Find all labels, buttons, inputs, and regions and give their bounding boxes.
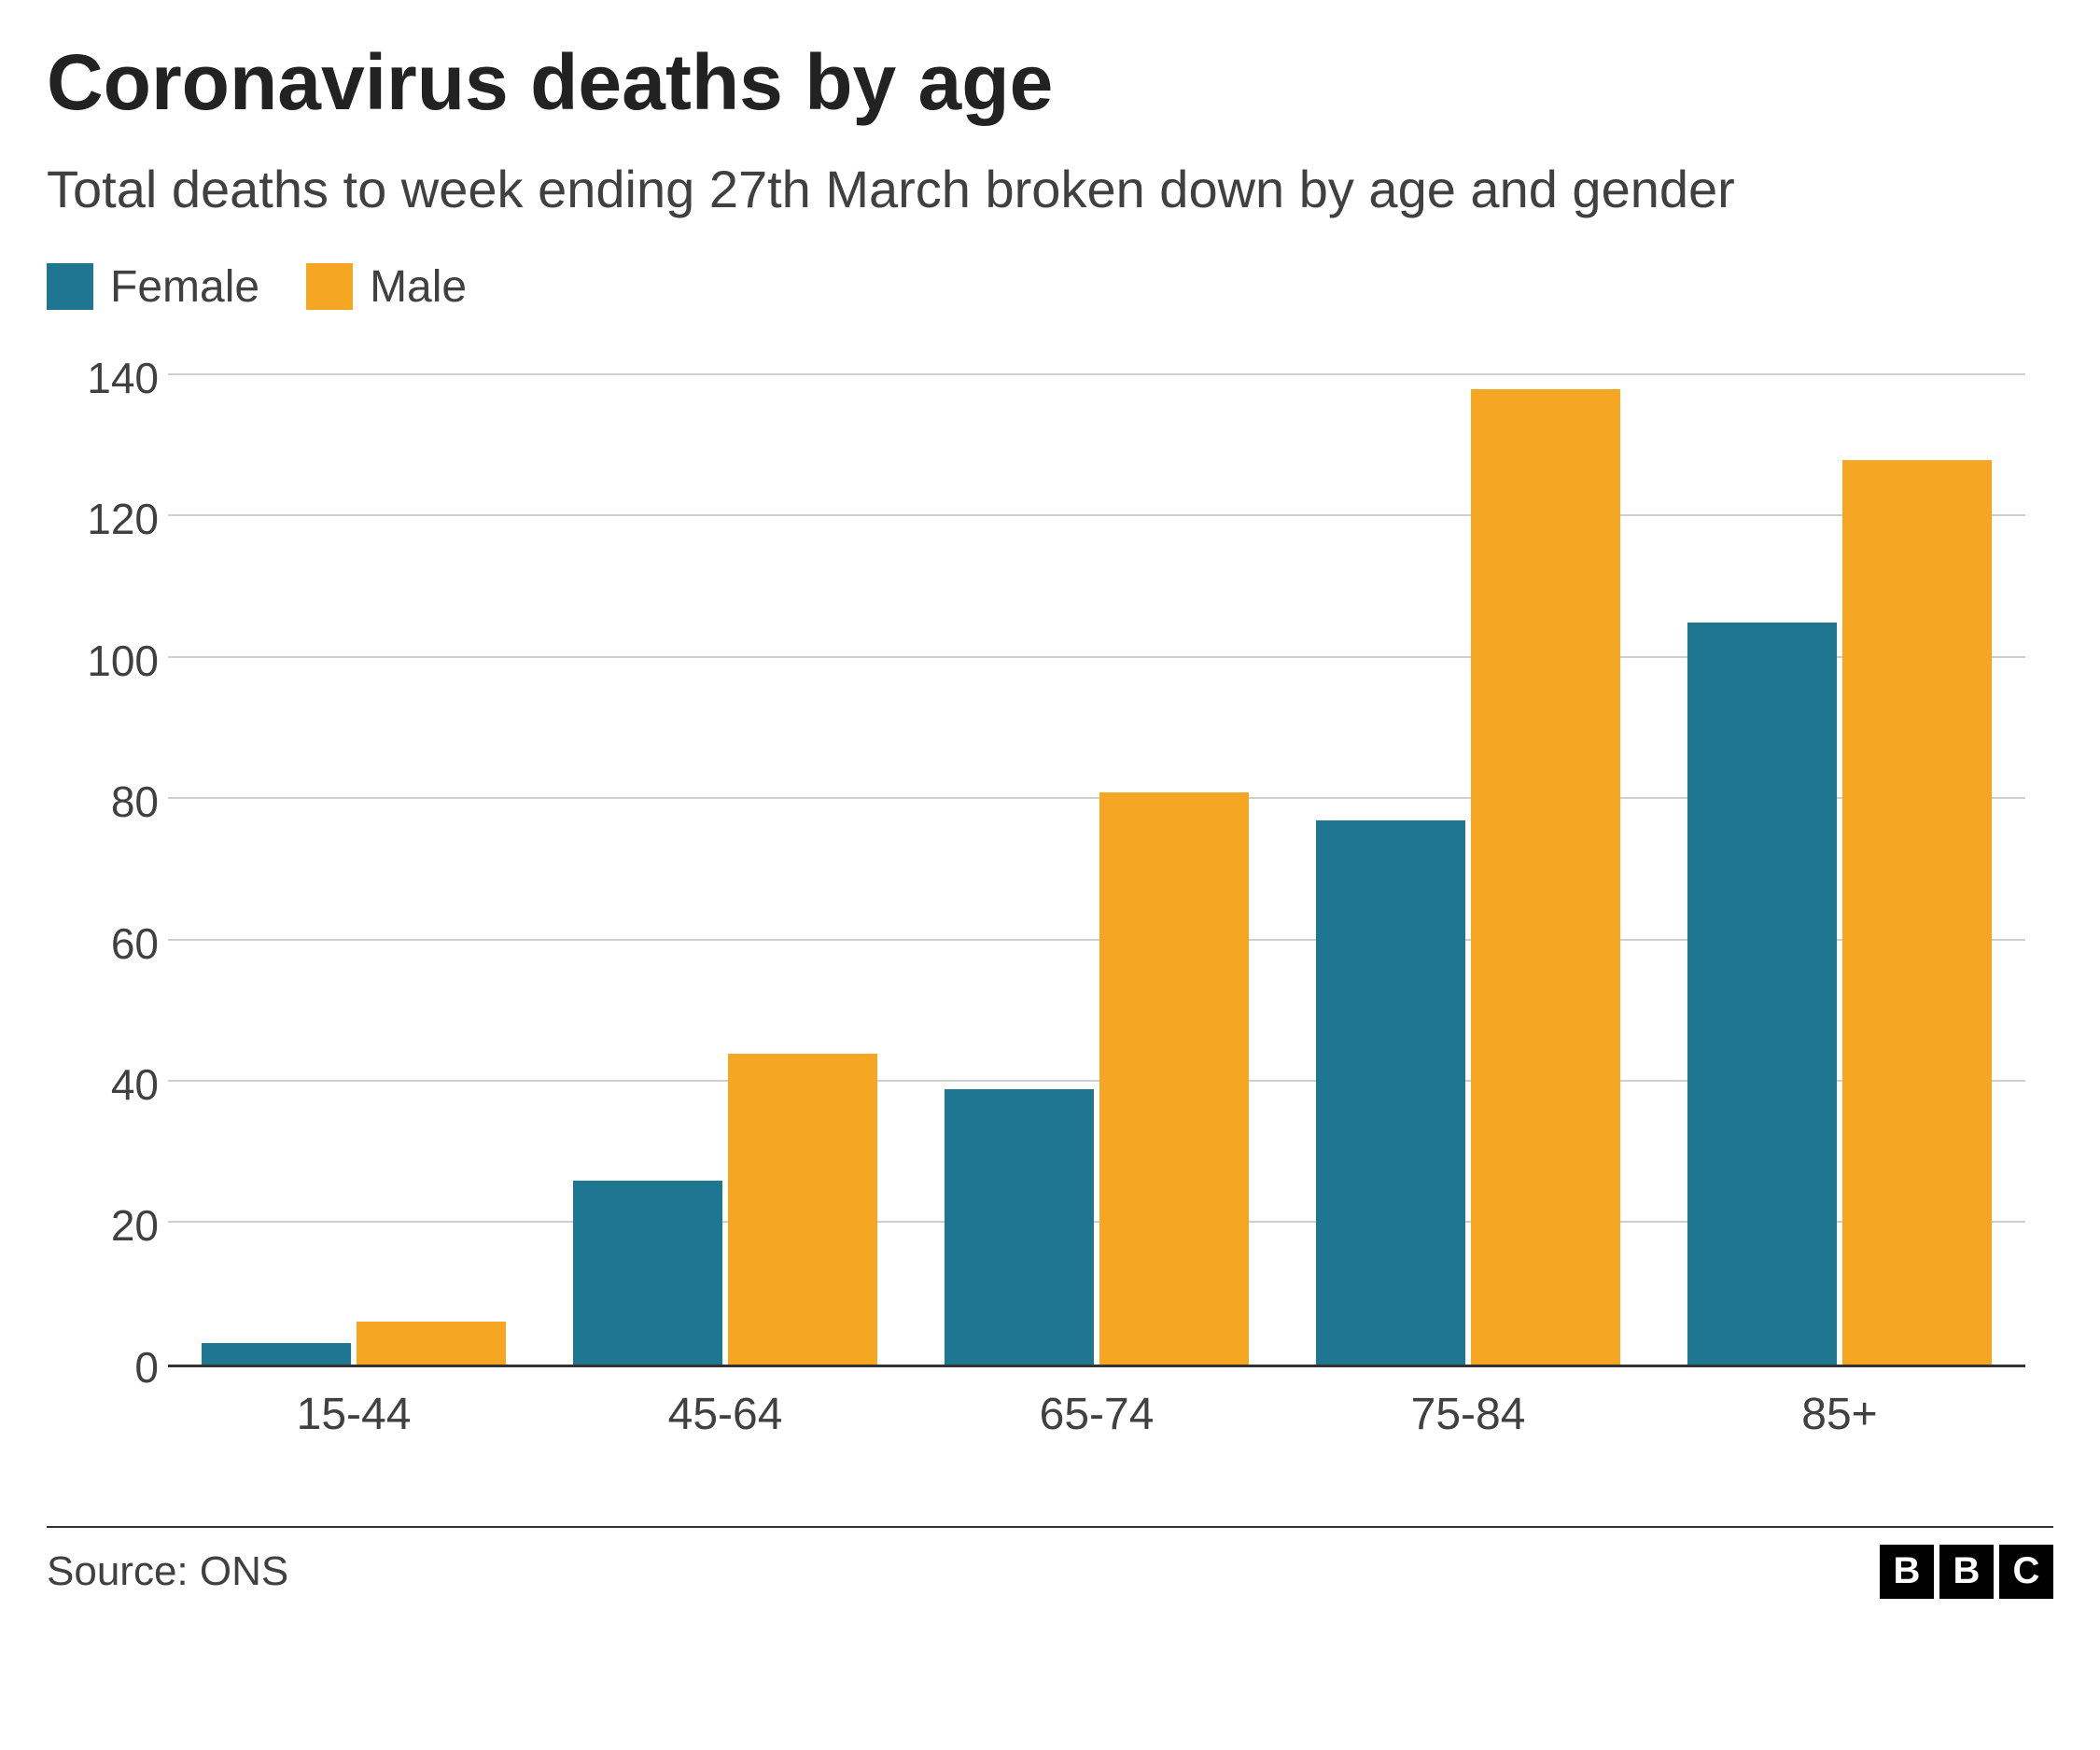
legend-label-male: Male — [370, 261, 467, 313]
legend-item-male: Male — [306, 261, 467, 313]
bar-group — [168, 1322, 539, 1364]
x-tick-label: 15-44 — [297, 1389, 412, 1440]
chart-footer: Source: ONS B B C — [47, 1526, 2053, 1599]
x-axis-labels: 15-44 45-64 65-74 75-84 85+ — [168, 1370, 2025, 1445]
bar-group — [539, 1054, 911, 1365]
bar — [945, 1089, 1094, 1365]
x-tick-label: 65-74 — [1040, 1389, 1155, 1440]
bbc-logo-letter: B — [1880, 1545, 1934, 1599]
bar — [1471, 389, 1620, 1365]
x-tick-label: 75-84 — [1411, 1389, 1526, 1440]
y-tick-label: 60 — [56, 918, 159, 969]
bar — [1687, 623, 1837, 1365]
y-tick-label: 20 — [56, 1200, 159, 1251]
bbc-logo-letter: B — [1939, 1545, 1994, 1599]
y-tick-label: 100 — [56, 636, 159, 686]
legend: Female Male — [47, 261, 2053, 313]
x-tick-label: 85+ — [1801, 1389, 1877, 1440]
bar — [1842, 460, 1992, 1365]
legend-label-female: Female — [110, 261, 259, 313]
y-tick-label: 80 — [56, 777, 159, 827]
bar — [357, 1322, 506, 1364]
legend-swatch-female — [47, 263, 93, 310]
bbc-logo-letter: C — [1999, 1545, 2053, 1599]
y-tick-label: 0 — [56, 1342, 159, 1393]
bar — [1099, 792, 1249, 1365]
plot-area — [168, 378, 2025, 1367]
source-label: Source: ONS — [47, 1548, 288, 1595]
legend-swatch-male — [306, 263, 353, 310]
bar — [1316, 820, 1465, 1365]
chart-subtitle: Total deaths to week ending 27th March b… — [47, 156, 2053, 224]
bars-container — [168, 378, 2025, 1365]
y-tick-label: 140 — [56, 353, 159, 403]
y-tick-label: 40 — [56, 1059, 159, 1110]
gridline — [168, 373, 2025, 375]
chart-area: 020406080100120140 15-4445-6465-7475-848… — [56, 359, 2044, 1442]
bar — [728, 1054, 877, 1365]
bar-group — [911, 792, 1282, 1365]
bar-group — [1654, 460, 2025, 1365]
bar — [573, 1181, 722, 1365]
bar-group — [1282, 389, 1654, 1365]
x-tick-label: 45-64 — [668, 1389, 783, 1440]
y-tick-label: 120 — [56, 494, 159, 544]
bar — [202, 1343, 351, 1365]
bbc-logo: B B C — [1880, 1545, 2053, 1599]
chart-title: Coronavirus deaths by age — [47, 37, 2053, 128]
legend-item-female: Female — [47, 261, 259, 313]
